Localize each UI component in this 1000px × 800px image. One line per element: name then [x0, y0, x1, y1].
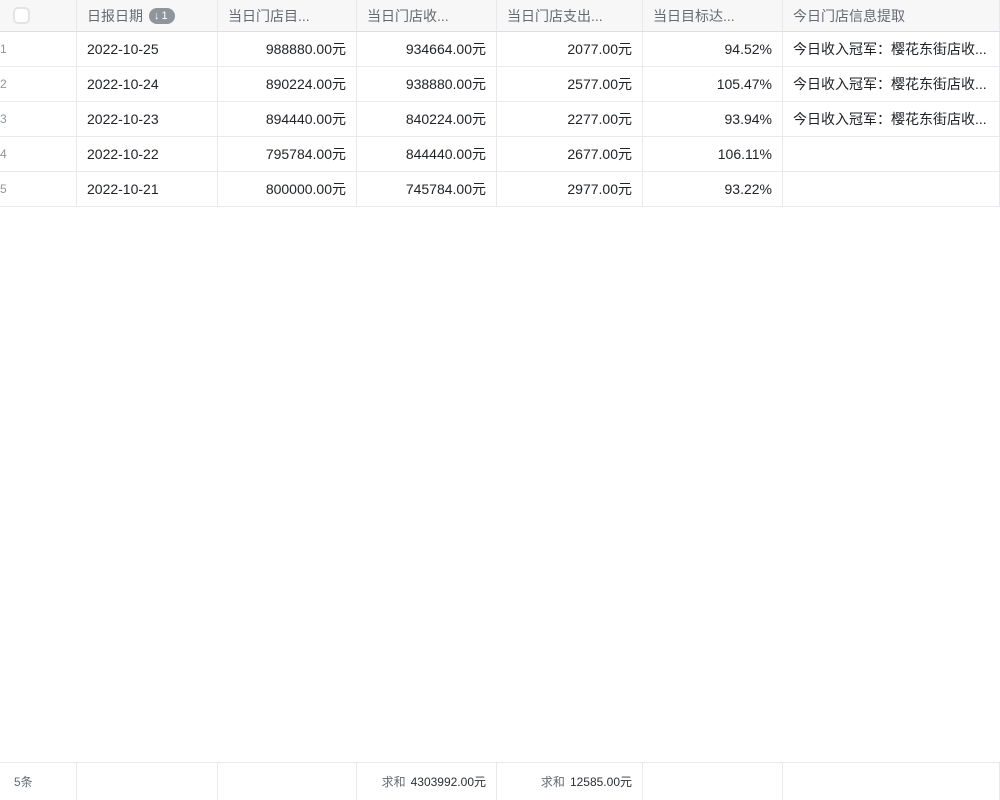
row-number-cell[interactable]: 5	[0, 172, 77, 206]
column-header-income-label: 当日门店收...	[367, 7, 449, 24]
column-header-target-label: 当日门店目...	[228, 7, 310, 24]
cell-income[interactable]: 840224.00元	[357, 102, 497, 136]
cell-date[interactable]: 2022-10-24	[77, 67, 218, 101]
table-footer: 5条 求和 4303992.00元 求和 12585.00元	[0, 762, 1000, 800]
sort-desc-icon: ↓	[154, 9, 160, 22]
row-number: 5	[0, 182, 7, 196]
cell-income[interactable]: 844440.00元	[357, 137, 497, 171]
row-number: 1	[0, 42, 7, 56]
column-header-target[interactable]: 当日门店目...	[218, 0, 357, 31]
cell-rate[interactable]: 93.94%	[643, 102, 783, 136]
table-row: 2 2022-10-24 890224.00元 938880.00元 2577.…	[0, 67, 1000, 102]
row-number-cell[interactable]: 4	[0, 137, 77, 171]
sort-order-number: 1	[161, 9, 168, 22]
row-number-cell[interactable]: 2	[0, 67, 77, 101]
select-all-checkbox[interactable]	[13, 7, 30, 24]
cell-target[interactable]: 800000.00元	[218, 172, 357, 206]
column-header-income[interactable]: 当日门店收...	[357, 0, 497, 31]
select-all-cell	[0, 0, 77, 31]
cell-target[interactable]: 795784.00元	[218, 137, 357, 171]
cell-info[interactable]: 今日收入冠军：樱花东街店收...	[783, 102, 1000, 136]
row-number: 3	[0, 112, 7, 126]
footer-sum-expense[interactable]: 求和 12585.00元	[497, 763, 643, 800]
cell-expense[interactable]: 2977.00元	[497, 172, 643, 206]
footer-cell-date[interactable]	[77, 763, 218, 800]
row-number: 2	[0, 77, 7, 91]
column-header-rate-label: 当日目标达...	[653, 7, 735, 24]
column-header-rate[interactable]: 当日目标达...	[643, 0, 783, 31]
table-row: 4 2022-10-22 795784.00元 844440.00元 2677.…	[0, 137, 1000, 172]
column-header-info-label: 今日门店信息提取	[793, 7, 905, 24]
record-count: 5条	[0, 763, 77, 800]
cell-rate[interactable]: 93.22%	[643, 172, 783, 206]
cell-income[interactable]: 745784.00元	[357, 172, 497, 206]
sum-value: 12585.00元	[569, 775, 632, 789]
footer-cell-info[interactable]	[783, 763, 1000, 800]
cell-target[interactable]: 988880.00元	[218, 32, 357, 66]
cell-rate[interactable]: 94.52%	[643, 32, 783, 66]
footer-cell-target[interactable]	[218, 763, 357, 800]
cell-info[interactable]	[783, 172, 1000, 206]
cell-expense[interactable]: 2577.00元	[497, 67, 643, 101]
column-header-info[interactable]: 今日门店信息提取	[783, 0, 1000, 31]
cell-date[interactable]: 2022-10-22	[77, 137, 218, 171]
sum-label: 求和	[540, 775, 565, 789]
footer-cell-rate[interactable]	[643, 763, 783, 800]
cell-rate[interactable]: 105.47%	[643, 67, 783, 101]
cell-target[interactable]: 894440.00元	[218, 102, 357, 136]
cell-date[interactable]: 2022-10-23	[77, 102, 218, 136]
sum-value: 4303992.00元	[410, 775, 486, 789]
row-number: 4	[0, 147, 7, 161]
row-number-cell[interactable]: 3	[0, 102, 77, 136]
cell-info[interactable]	[783, 137, 1000, 171]
sort-badge[interactable]: ↓ 1	[149, 7, 175, 24]
cell-date[interactable]: 2022-10-21	[77, 172, 218, 206]
column-header-date-label: 日报日期	[87, 7, 143, 24]
table-row: 3 2022-10-23 894440.00元 840224.00元 2277.…	[0, 102, 1000, 137]
table-row: 1 2022-10-25 988880.00元 934664.00元 2077.…	[0, 32, 1000, 67]
column-header-expense-label: 当日门店支出...	[507, 7, 603, 24]
cell-rate[interactable]: 106.11%	[643, 137, 783, 171]
sum-label: 求和	[381, 775, 406, 789]
empty-area	[0, 207, 1000, 762]
cell-expense[interactable]: 2077.00元	[497, 32, 643, 66]
cell-date[interactable]: 2022-10-25	[77, 32, 218, 66]
table-header: 日报日期 ↓ 1 当日门店目... 当日门店收... 当日门店支出... 当日目标…	[0, 0, 1000, 32]
cell-income[interactable]: 938880.00元	[357, 67, 497, 101]
table-row: 5 2022-10-21 800000.00元 745784.00元 2977.…	[0, 172, 1000, 207]
cell-target[interactable]: 890224.00元	[218, 67, 357, 101]
footer-sum-income[interactable]: 求和 4303992.00元	[357, 763, 497, 800]
column-header-expense[interactable]: 当日门店支出...	[497, 0, 643, 31]
cell-expense[interactable]: 2277.00元	[497, 102, 643, 136]
cell-info[interactable]: 今日收入冠军：樱花东街店收...	[783, 32, 1000, 66]
row-number-cell[interactable]: 1	[0, 32, 77, 66]
cell-info[interactable]: 今日收入冠军：樱花东街店收...	[783, 67, 1000, 101]
column-header-date[interactable]: 日报日期 ↓ 1	[77, 0, 218, 31]
cell-income[interactable]: 934664.00元	[357, 32, 497, 66]
cell-expense[interactable]: 2677.00元	[497, 137, 643, 171]
